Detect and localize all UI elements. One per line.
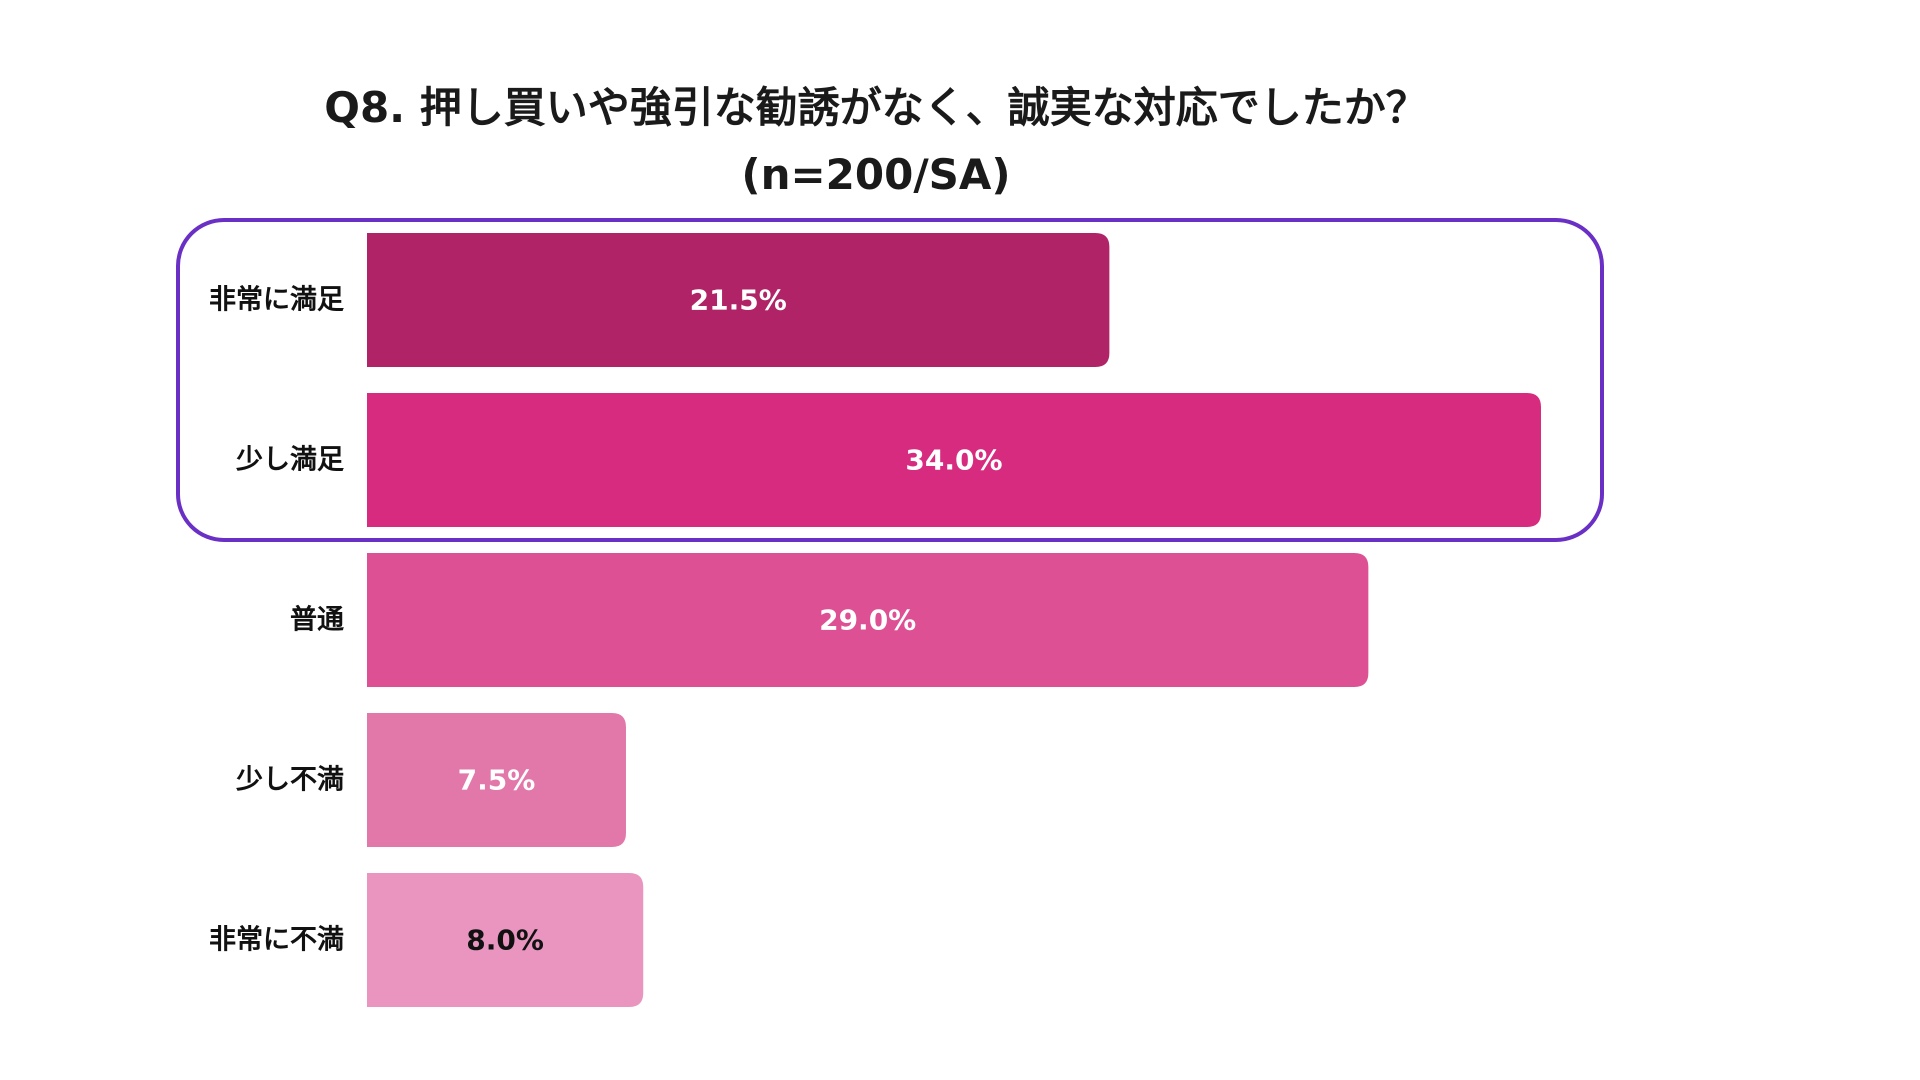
category-label: 普通: [290, 604, 344, 636]
bar-4: [367, 713, 626, 847]
value-label: 34.0%: [905, 444, 1002, 477]
value-label: 8.0%: [466, 924, 544, 957]
chart-subtitle: (n=200/SA): [741, 150, 1011, 199]
bar-3: [367, 553, 1369, 687]
bar-5: [367, 873, 644, 1007]
bar-1: [367, 233, 1110, 367]
chart-title: Q8. 押し買いや強引な勧誘がなく、誠実な対応でしたか？: [324, 83, 1428, 132]
value-label: 7.5%: [458, 764, 536, 797]
value-label: 21.5%: [690, 284, 787, 317]
bar-2: [367, 393, 1541, 527]
value-label: 29.0%: [819, 604, 916, 637]
category-label: 非常に不満: [209, 925, 344, 956]
category-label: 非常に満足: [209, 285, 344, 316]
highlight-frame: [176, 218, 1604, 542]
category-label: 少し満足: [236, 445, 344, 476]
category-label: 少し不満: [236, 765, 344, 796]
